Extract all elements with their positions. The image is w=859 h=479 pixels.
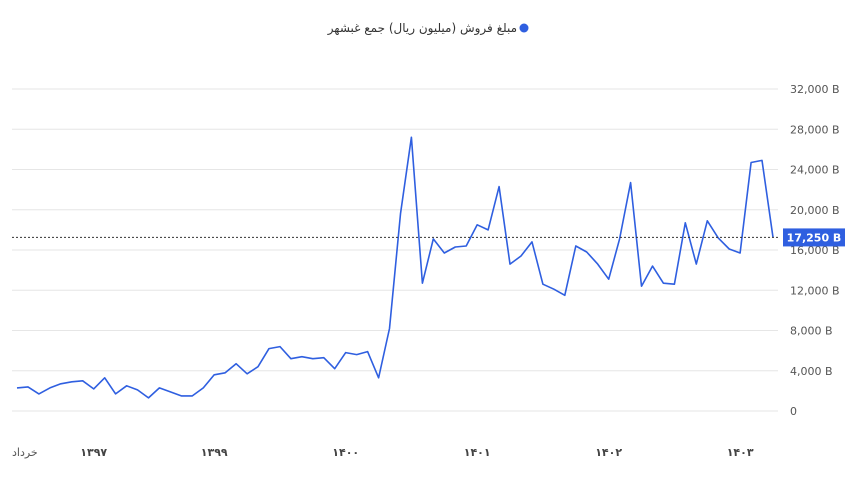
x-tick-label: خرداد (12, 446, 38, 459)
data-point[interactable] (25, 384, 31, 390)
y-tick-label: 12,000 B (790, 284, 840, 297)
data-point[interactable] (639, 283, 645, 289)
data-point[interactable] (660, 280, 666, 286)
data-point[interactable] (91, 386, 97, 392)
data-point[interactable] (726, 246, 732, 252)
grid-lines (12, 88, 778, 412)
data-point[interactable] (441, 250, 447, 256)
data-point[interactable] (463, 243, 469, 249)
data-point[interactable] (704, 218, 710, 224)
data-point[interactable] (244, 371, 250, 377)
data-point[interactable] (507, 261, 513, 267)
data-point[interactable] (474, 222, 480, 228)
data-point[interactable] (145, 395, 151, 401)
current-value-badge (783, 228, 845, 247)
data-point[interactable] (36, 391, 42, 397)
legend-label: مبلغ فروش (میلیون ریال) جمع غبشهر (327, 21, 517, 36)
y-tick-label: 20,000 B (790, 204, 840, 217)
data-point[interactable] (419, 280, 425, 286)
chart-legend[interactable]: مبلغ فروش (میلیون ریال) جمع غبشهر (327, 21, 529, 36)
data-point[interactable] (551, 286, 557, 292)
data-point[interactable] (693, 261, 699, 267)
y-tick-label: 28,000 B (790, 123, 840, 136)
data-point[interactable] (167, 389, 173, 395)
data-point[interactable] (748, 159, 754, 165)
data-point[interactable] (113, 391, 119, 397)
data-point[interactable] (178, 393, 184, 399)
y-tick-label: 32,000 B (790, 83, 840, 96)
y-tick-label: 8,000 B (790, 325, 833, 338)
current-value-label: 17,250 B (787, 231, 842, 244)
current-value-indicator: 17,250 B (12, 228, 845, 247)
data-point[interactable] (102, 375, 108, 381)
data-point[interactable] (124, 383, 130, 389)
data-point[interactable] (310, 356, 316, 362)
data-point[interactable] (617, 236, 623, 242)
data-point[interactable] (485, 227, 491, 233)
x-tick-label: ۱۴۰۲ (595, 446, 622, 459)
data-point[interactable] (737, 250, 743, 256)
data-point[interactable] (156, 385, 162, 391)
data-point[interactable] (408, 134, 414, 140)
x-tick-label: ۱۴۰۳ (727, 446, 754, 459)
data-point[interactable] (452, 244, 458, 250)
data-point[interactable] (211, 372, 217, 378)
data-point[interactable] (573, 243, 579, 249)
data-point[interactable] (255, 364, 261, 370)
y-tick-label: 0 (790, 405, 797, 418)
data-point[interactable] (266, 346, 272, 352)
data-point[interactable] (397, 211, 403, 217)
x-axis-ticks: خرداد ۱۳۹۷ ۱۳۹۹ ۱۴۰۰ ۱۴۰۱ ۱۴۰۲ ۱۴۰۳ (12, 446, 754, 459)
data-point[interactable] (529, 239, 535, 245)
y-tick-label: 16,000 B (790, 244, 840, 257)
data-point[interactable] (233, 361, 239, 367)
data-point[interactable] (496, 184, 502, 190)
series-layer (16, 136, 774, 399)
data-point[interactable] (562, 292, 568, 298)
data-point[interactable] (299, 354, 305, 360)
data-point[interactable] (682, 220, 688, 226)
data-point[interactable] (200, 385, 206, 391)
data-point[interactable] (376, 375, 382, 381)
data-point[interactable] (321, 355, 327, 361)
data-point[interactable] (584, 249, 590, 255)
y-tick-label: 4,000 B (790, 365, 833, 378)
data-point[interactable] (715, 235, 721, 241)
data-point[interactable] (332, 366, 338, 372)
data-point[interactable] (649, 263, 655, 269)
data-point[interactable] (135, 387, 141, 393)
data-point[interactable] (222, 370, 228, 376)
x-tick-label: ۱۳۹۹ (201, 446, 228, 459)
data-point[interactable] (365, 349, 371, 355)
data-point[interactable] (540, 281, 546, 287)
data-point[interactable] (58, 381, 64, 387)
data-point[interactable] (277, 344, 283, 350)
data-point[interactable] (518, 253, 524, 259)
series-line (16, 136, 774, 399)
data-point[interactable] (288, 356, 294, 362)
data-point[interactable] (47, 385, 53, 391)
data-point[interactable] (14, 385, 20, 391)
data-point[interactable] (387, 325, 393, 331)
data-point[interactable] (343, 350, 349, 356)
data-point[interactable] (671, 281, 677, 287)
data-point[interactable] (80, 378, 86, 384)
x-tick-label: ۱۴۰۰ (332, 446, 359, 459)
data-point[interactable] (759, 157, 765, 163)
data-point[interactable] (430, 236, 436, 242)
data-point[interactable] (595, 261, 601, 267)
data-point[interactable] (69, 379, 75, 385)
x-tick-label: ۱۴۰۱ (464, 446, 491, 459)
y-axis-ticks: 0 4,000 B 8,000 B 12,000 B 16,000 B 20,000 B 2… (790, 83, 840, 418)
data-point[interactable] (354, 352, 360, 358)
data-point[interactable] (628, 180, 634, 186)
x-tick-label: ۱۳۹۷ (80, 446, 107, 459)
data-point[interactable] (606, 276, 612, 282)
legend-marker-icon (519, 23, 529, 33)
y-tick-label: 24,000 B (790, 164, 840, 177)
data-point[interactable] (189, 393, 195, 399)
